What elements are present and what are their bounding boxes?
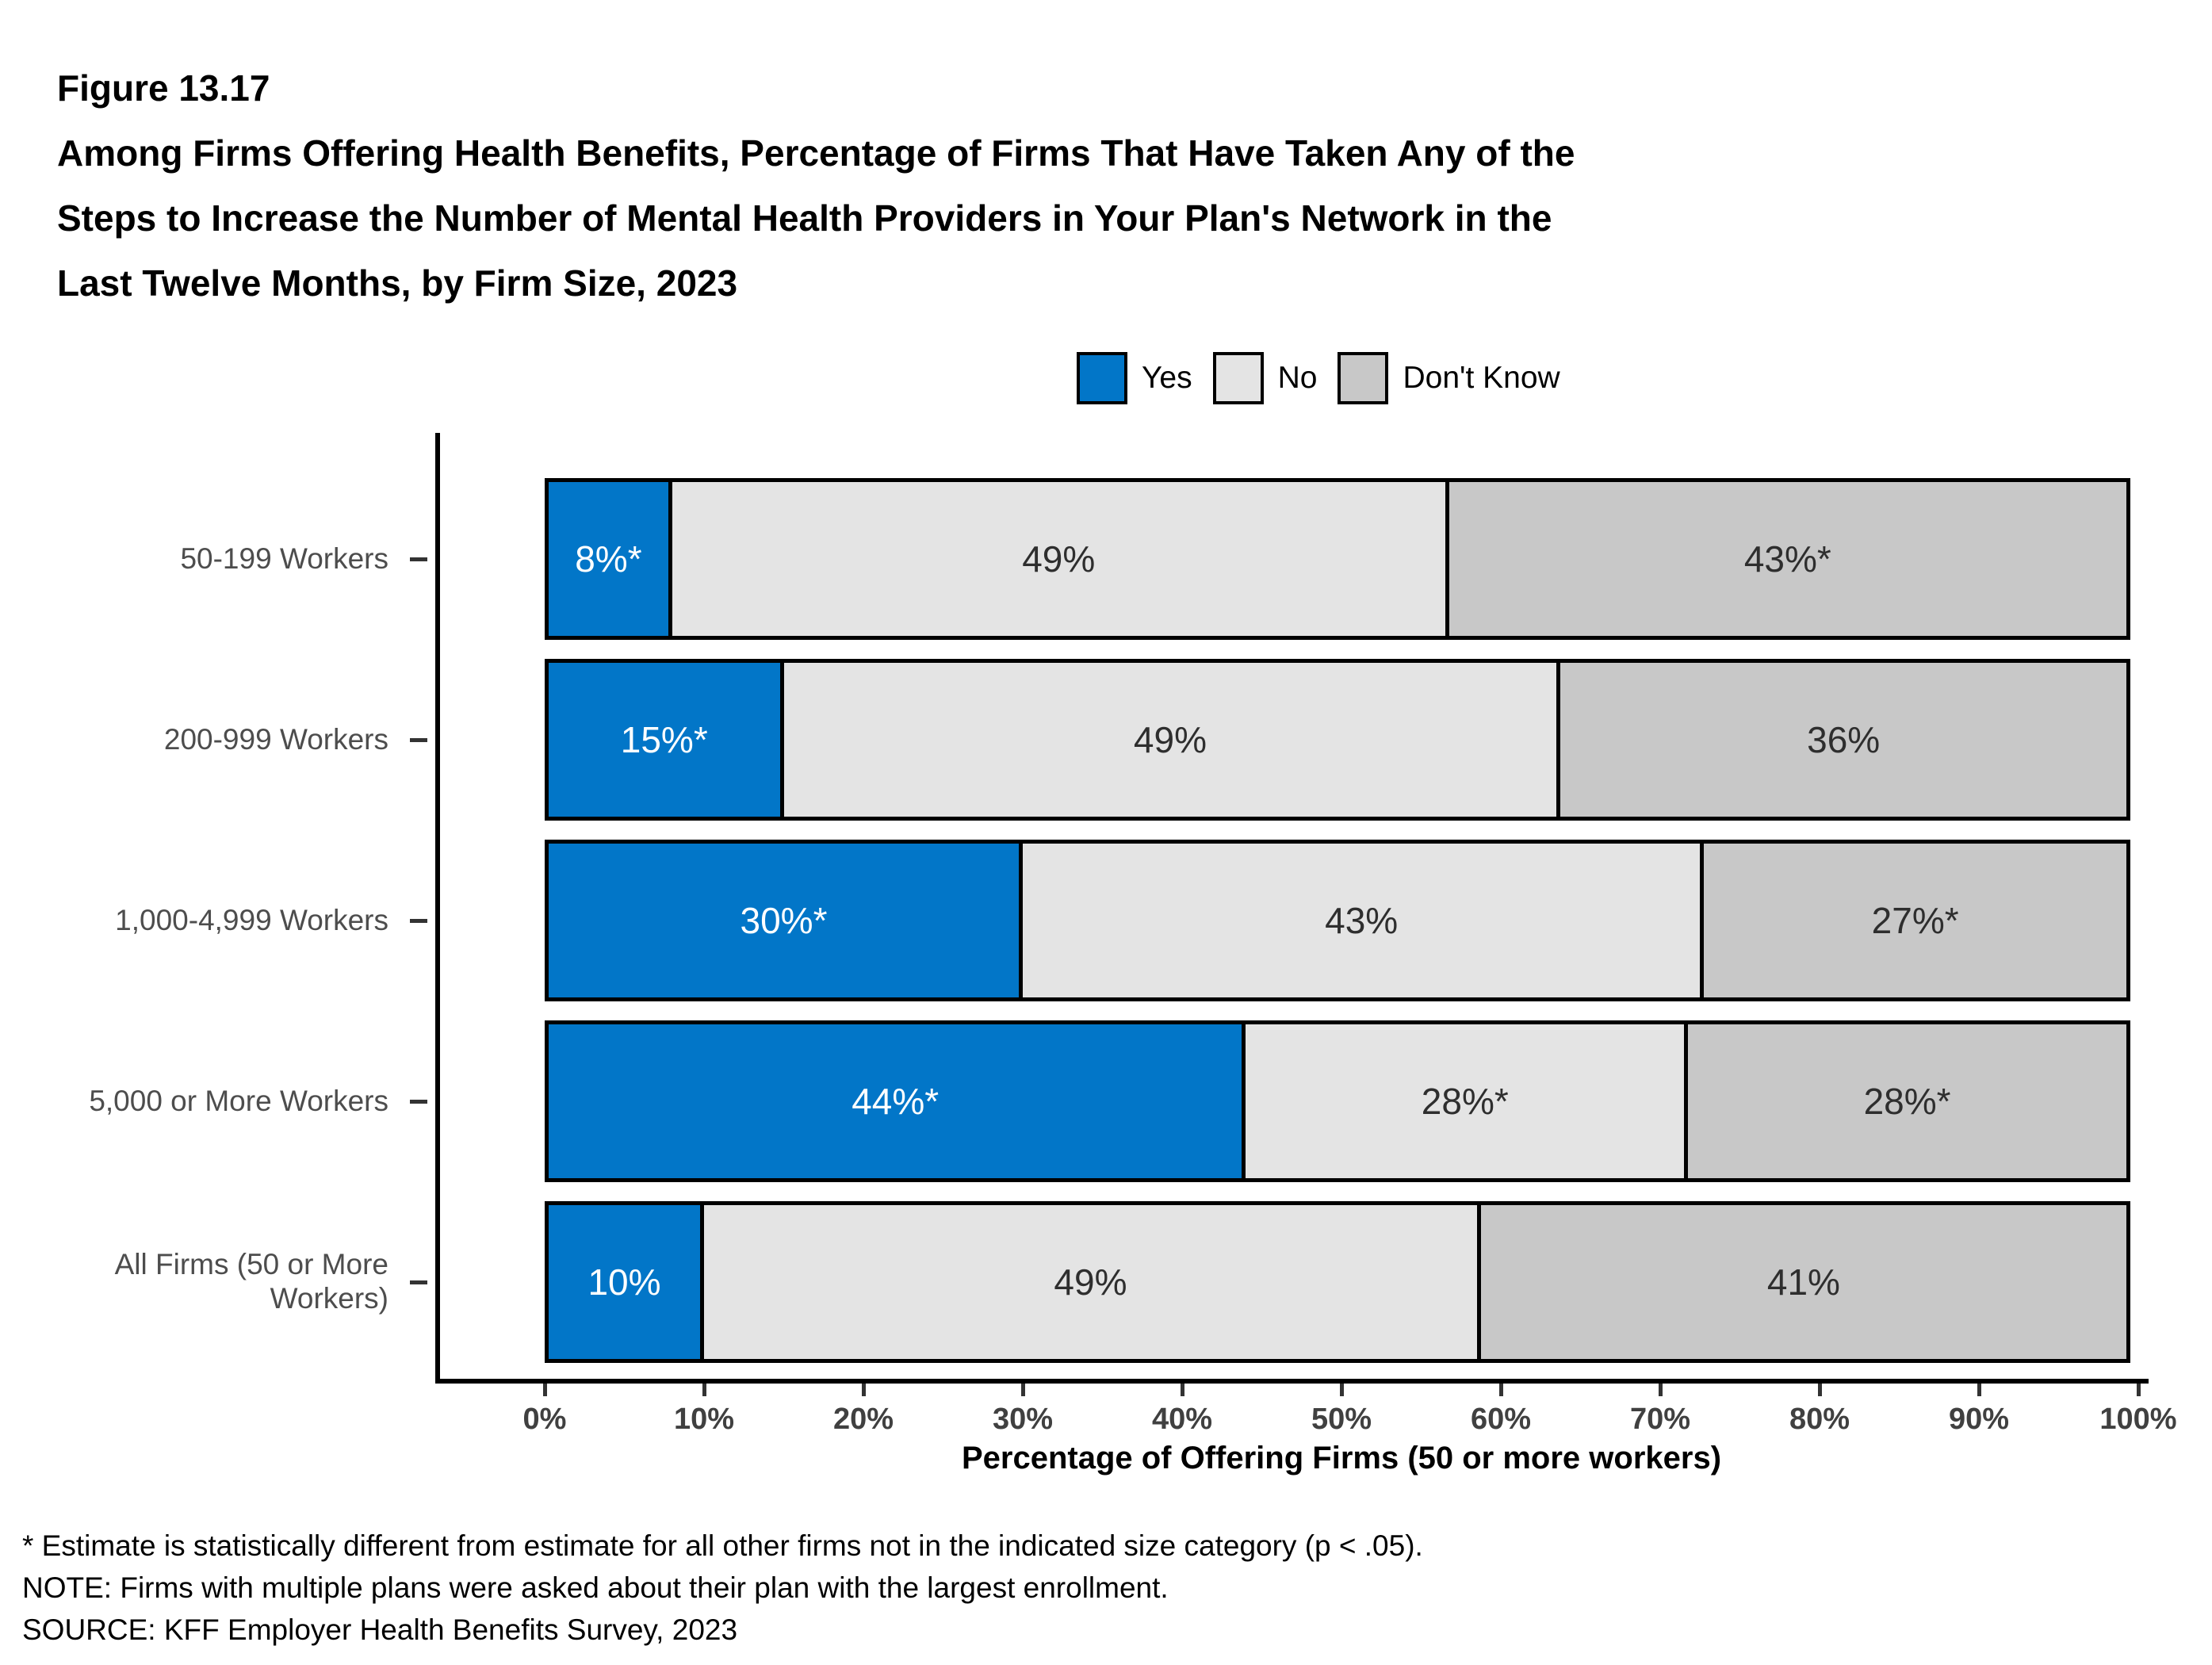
bar-stack: 15%* 49% 36% bbox=[545, 659, 2138, 821]
bar-segment-yes: 44%* bbox=[545, 1020, 1246, 1182]
category-label: 200-999 Workers bbox=[163, 722, 388, 756]
bar-segment-yes: 15%* bbox=[545, 659, 784, 821]
figure-number: Figure 13.17 bbox=[57, 67, 270, 109]
x-tick-label: 70% bbox=[1629, 1403, 1691, 1436]
x-axis: Percentage of Offering Firms (50 or more… bbox=[523, 1384, 2177, 1485]
y-tick-mark bbox=[410, 918, 427, 923]
bar-value-label: 27%* bbox=[1871, 900, 1959, 941]
legend-swatch-icon bbox=[1077, 352, 1127, 404]
bar-segment-don-t-know: 27%* bbox=[1700, 840, 2130, 1001]
figure-title-line-2: Steps to Increase the Number of Mental H… bbox=[57, 197, 1552, 239]
bar-stack: 44%* 28%* 28%* bbox=[545, 1020, 2138, 1182]
x-tick-label: 100% bbox=[2099, 1403, 2177, 1436]
legend-swatch-icon bbox=[1212, 352, 1264, 404]
footnote-asterisk: * Estimate is statistically different fr… bbox=[22, 1529, 1423, 1562]
bar-segment-don-t-know: 28%* bbox=[1684, 1020, 2130, 1182]
x-tick-mark bbox=[1499, 1384, 1503, 1396]
x-axis-title: Percentage of Offering Firms (50 or more… bbox=[961, 1441, 1722, 1476]
x-tick-label: 0% bbox=[522, 1403, 567, 1436]
bar-value-label: 49% bbox=[1054, 1261, 1127, 1303]
bar-row: All Firms (50 or More Workers) 10% 49% 41% bbox=[0, 1201, 2212, 1363]
x-tick-mark bbox=[1818, 1384, 1822, 1396]
x-tick-label: 30% bbox=[992, 1403, 1054, 1436]
bar-value-label: 28%* bbox=[1863, 1081, 1951, 1122]
x-tick-mark bbox=[862, 1384, 866, 1396]
bar-value-label: 43%* bbox=[1743, 538, 1831, 580]
x-axis-line bbox=[435, 1379, 2149, 1384]
legend-item-0: Yes bbox=[1077, 352, 1192, 404]
x-tick-label: 80% bbox=[1789, 1403, 1850, 1436]
y-tick-mark bbox=[410, 1280, 427, 1284]
x-tick-label: 10% bbox=[673, 1403, 735, 1436]
bar-row: 50-199 Workers 8%* 49% 43%* bbox=[0, 478, 2212, 640]
bar-value-label: 49% bbox=[1133, 719, 1207, 760]
x-tick-mark bbox=[1181, 1384, 1184, 1396]
legend-label: Yes bbox=[1142, 361, 1192, 395]
bar-stack: 10% 49% 41% bbox=[545, 1201, 2138, 1363]
figure-title-line-3: Last Twelve Months, by Firm Size, 2023 bbox=[57, 262, 738, 304]
bar-value-label: 10% bbox=[587, 1261, 661, 1303]
bar-segment-don-t-know: 43%* bbox=[1445, 478, 2130, 640]
x-tick-label: 90% bbox=[1948, 1403, 2010, 1436]
x-tick-mark bbox=[1340, 1384, 1344, 1396]
x-tick-label: 60% bbox=[1470, 1403, 1532, 1436]
y-tick-mark bbox=[410, 737, 427, 742]
legend-label: Don't Know bbox=[1403, 361, 1560, 395]
x-tick-mark bbox=[2137, 1384, 2141, 1396]
footnote-source: SOURCE: KFF Employer Health Benefits Sur… bbox=[22, 1613, 738, 1646]
legend: Yes No Don't Know bbox=[1077, 352, 1560, 404]
stacked-bar-chart: 50-199 Workers 8%* 49% 43%* 200-999 Workers 1… bbox=[0, 433, 2212, 1384]
bar-value-label: 43% bbox=[1325, 900, 1399, 941]
bar-segment-no: 49% bbox=[700, 1201, 1481, 1363]
bar-segment-no: 49% bbox=[779, 659, 1561, 821]
bar-value-label: 30%* bbox=[740, 900, 828, 941]
y-axis-line bbox=[435, 433, 440, 1384]
footnote-note: NOTE: Firms with multiple plans were ask… bbox=[22, 1571, 1169, 1604]
bar-segment-don-t-know: 36% bbox=[1556, 659, 2130, 821]
bar-segment-yes: 10% bbox=[545, 1201, 704, 1363]
footnotes: * Estimate is statistically different fr… bbox=[22, 1525, 2212, 1651]
bar-row: 5,000 or More Workers 44%* 28%* 28%* bbox=[0, 1020, 2212, 1182]
bar-segment-no: 28%* bbox=[1242, 1020, 1689, 1182]
legend-item-2: Don't Know bbox=[1338, 352, 1560, 404]
legend-label: No bbox=[1277, 361, 1318, 395]
x-tick-mark bbox=[1977, 1384, 1981, 1396]
x-tick-mark bbox=[543, 1384, 547, 1396]
bar-value-label: 49% bbox=[1022, 538, 1096, 580]
category-label: 5,000 or More Workers bbox=[89, 1084, 388, 1117]
bar-row: 200-999 Workers 15%* 49% 36% bbox=[0, 659, 2212, 821]
figure-title-line-1: Among Firms Offering Health Benefits, Pe… bbox=[57, 132, 1575, 174]
category-label: 50-199 Workers bbox=[180, 542, 388, 575]
x-tick-label: 50% bbox=[1311, 1403, 1372, 1436]
bar-stack: 8%* 49% 43%* bbox=[545, 478, 2138, 640]
bar-value-label: 15%* bbox=[620, 719, 708, 760]
legend-swatch-icon bbox=[1338, 352, 1389, 404]
bar-segment-don-t-know: 41% bbox=[1476, 1201, 2130, 1363]
bar-row: 1,000-4,999 Workers 30%* 43% 27%* bbox=[0, 840, 2212, 1001]
legend-item-1: No bbox=[1212, 352, 1318, 404]
x-tick-mark bbox=[1659, 1384, 1663, 1396]
category-label: All Firms (50 or More Workers) bbox=[114, 1248, 388, 1315]
bar-segment-yes: 8%* bbox=[545, 478, 672, 640]
x-tick-mark bbox=[1021, 1384, 1025, 1396]
category-label: 1,000-4,999 Workers bbox=[115, 903, 388, 936]
x-tick-label: 40% bbox=[1151, 1403, 1213, 1436]
bar-value-label: 36% bbox=[1807, 719, 1881, 760]
bar-value-label: 44%* bbox=[852, 1081, 940, 1122]
bar-segment-yes: 30%* bbox=[545, 840, 1023, 1001]
bar-rows: 50-199 Workers 8%* 49% 43%* 200-999 Workers 1… bbox=[0, 433, 2212, 1363]
bar-segment-no: 43% bbox=[1019, 840, 1705, 1001]
y-tick-mark bbox=[410, 1099, 427, 1104]
figure-title-block: Figure 13.17 Among Firms Offering Health… bbox=[0, 0, 2212, 316]
x-tick-mark bbox=[702, 1384, 706, 1396]
bar-value-label: 8%* bbox=[575, 538, 642, 580]
y-tick-mark bbox=[410, 557, 427, 561]
bar-segment-no: 49% bbox=[668, 478, 1449, 640]
bar-stack: 30%* 43% 27%* bbox=[545, 840, 2138, 1001]
x-tick-label: 20% bbox=[832, 1403, 894, 1436]
bar-value-label: 28%* bbox=[1421, 1081, 1509, 1122]
bar-value-label: 41% bbox=[1766, 1261, 1840, 1303]
